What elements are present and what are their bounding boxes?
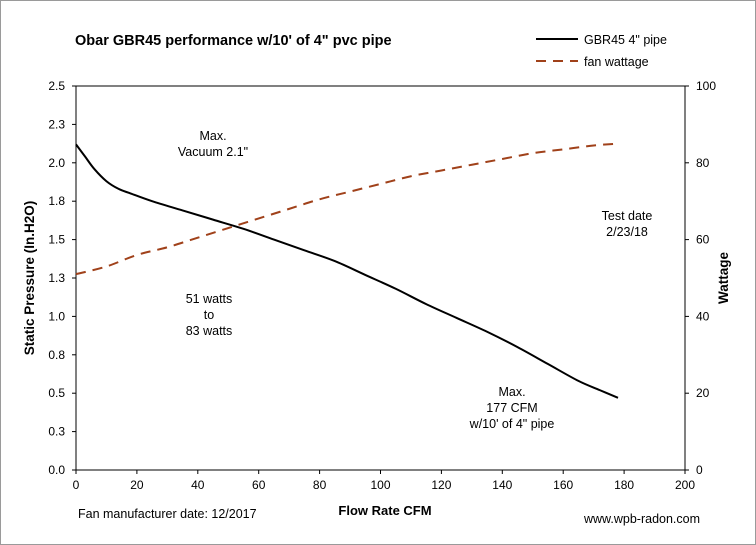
y-tick-label: 0.5 bbox=[48, 386, 65, 400]
y-tick-label: 1.0 bbox=[48, 309, 65, 323]
annotation-test-date: Test date 2/23/18 bbox=[602, 209, 653, 239]
series-line-wattage bbox=[75, 142, 619, 276]
annotation-line: Max. bbox=[199, 129, 226, 143]
x-axis-label: Flow Rate CFM bbox=[338, 503, 431, 518]
annotation-max-vacuum: Max. Vacuum 2.1" bbox=[178, 129, 248, 159]
legend: GBR45 4" pipe fan wattage bbox=[536, 33, 667, 69]
y2-tick-label: 80 bbox=[696, 156, 710, 170]
x-tick-label: 180 bbox=[614, 478, 634, 492]
y2-tick-label: 40 bbox=[696, 309, 710, 323]
annotation-line: 177 CFM bbox=[486, 401, 537, 415]
x-tick-label: 200 bbox=[675, 478, 695, 492]
y2-tick-label: 0 bbox=[696, 463, 703, 477]
annotation-watts-range: 51 watts to 83 watts bbox=[186, 292, 233, 338]
y2-tick-label: 20 bbox=[696, 386, 710, 400]
y-tick-label: 1.5 bbox=[48, 233, 65, 247]
annotation-line: Vacuum 2.1" bbox=[178, 145, 248, 159]
legend-label-pressure: GBR45 4" pipe bbox=[584, 33, 667, 47]
footer-manufacturer-date: Fan manufacturer date: 12/2017 bbox=[78, 507, 257, 521]
chart-title: Obar GBR45 performance w/10' of 4" pvc p… bbox=[75, 33, 392, 49]
y2-tick-label: 60 bbox=[696, 233, 710, 247]
annotation-line: w/10' of 4" pipe bbox=[469, 417, 555, 431]
y2-axis-label: Wattage bbox=[716, 252, 731, 304]
series-line-pressure bbox=[75, 143, 619, 399]
plot-area bbox=[75, 85, 686, 471]
annotation-max-cfm: Max. 177 CFM w/10' of 4" pipe bbox=[469, 385, 555, 431]
y-tick-label: 0.3 bbox=[48, 425, 65, 439]
series-layer bbox=[75, 142, 619, 399]
annotation-line: Max. bbox=[498, 385, 525, 399]
y2-tick-label: 100 bbox=[696, 79, 716, 93]
x-tick-label: 40 bbox=[191, 478, 205, 492]
y-tick-label: 1.3 bbox=[48, 271, 65, 285]
annotation-line: 2/23/18 bbox=[606, 225, 648, 239]
x-tick-label: 160 bbox=[553, 478, 573, 492]
x-tick-label: 60 bbox=[252, 478, 266, 492]
annotation-line: 51 watts bbox=[186, 292, 233, 306]
y-tick-label: 2.0 bbox=[48, 156, 65, 170]
y-tick-label: 2.3 bbox=[48, 117, 65, 131]
annotation-line: to bbox=[204, 308, 214, 322]
y-tick-label: 0.8 bbox=[48, 348, 65, 362]
y-tick-label: 1.8 bbox=[48, 194, 65, 208]
x-tick-label: 20 bbox=[130, 478, 144, 492]
y-axis-label: Static Pressure (In.H2O) bbox=[22, 201, 37, 356]
x-tick-label: 120 bbox=[431, 478, 451, 492]
annotation-line: Test date bbox=[602, 209, 653, 223]
x-tick-label: 80 bbox=[313, 478, 327, 492]
footer-website: www.wpb-radon.com bbox=[583, 512, 700, 526]
x-tick-label: 100 bbox=[370, 478, 390, 492]
y-tick-label: 0.0 bbox=[48, 463, 65, 477]
y-tick-label: 2.5 bbox=[48, 79, 65, 93]
axis-ticks: 0 20 40 60 80 100 120 140 160 180 2000.00.30.50.81… bbox=[48, 79, 716, 492]
legend-label-wattage: fan wattage bbox=[584, 55, 649, 69]
annotation-line: 83 watts bbox=[186, 324, 233, 338]
x-tick-label: 140 bbox=[492, 478, 512, 492]
x-tick-label: 0 bbox=[73, 478, 80, 492]
